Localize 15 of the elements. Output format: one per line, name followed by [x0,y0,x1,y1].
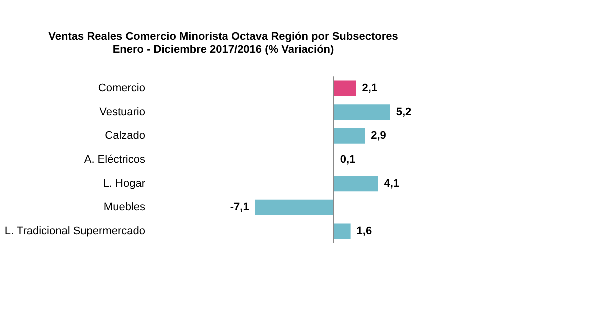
data-label: 0,1 [340,154,356,166]
y-tick-label: L. Hogar [103,178,146,190]
y-tick-label: Comercio [98,82,146,95]
data-label: -7,1 [230,202,250,214]
y-tick-label: Muebles [104,202,146,214]
data-label: 2,1 [362,82,378,95]
data-label: 2,9 [371,130,386,142]
y-tick-label: A. Eléctricos [84,154,146,166]
y-tick-label: Calzado [105,130,146,142]
y-tick-label: Vestuario [100,106,146,118]
data-label: 4,1 [384,178,400,190]
data-label: 5,2 [396,106,412,118]
data-label: 1,6 [356,226,372,238]
chart-title: Ventas Reales Comercio Minorista Octava Región por Subsectores Enero - Diciembre 2017/2016 (% Variación) [48,30,398,56]
y-tick-label: L. Tradicional Supermercado [4,226,146,238]
